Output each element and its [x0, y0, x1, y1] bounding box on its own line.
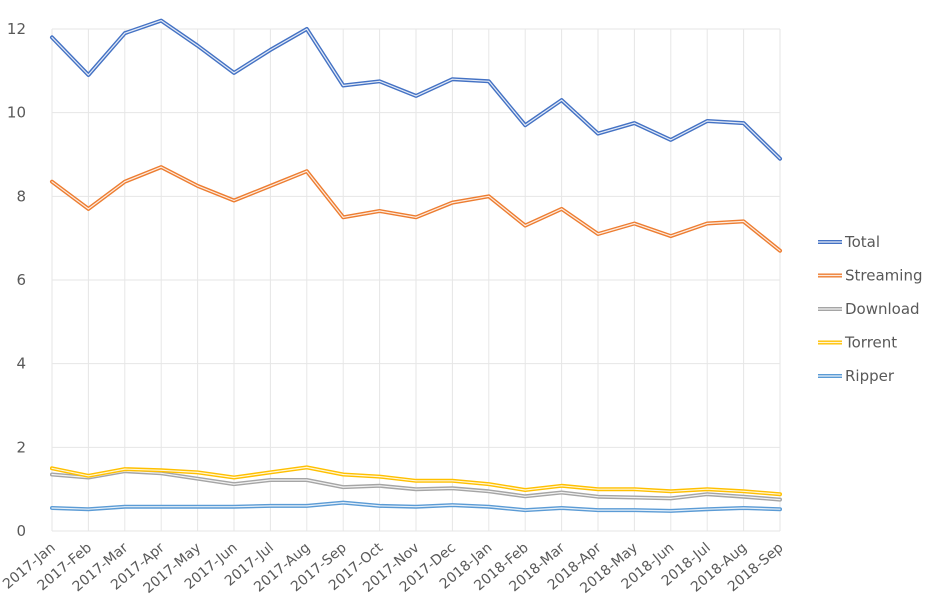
y-tick-label: 12	[7, 20, 26, 38]
series-line-highlight	[51, 466, 781, 495]
y-tick-label: 8	[16, 187, 26, 205]
x-axis-ticks: 2017-Jan2017-Feb2017-Mar2017-Apr2017-May…	[0, 539, 787, 596]
series-line-highlight	[51, 502, 781, 512]
series-streaming	[50, 165, 782, 253]
legend-label: Total	[844, 233, 880, 251]
legend-item-ripper: Ripper	[818, 367, 895, 385]
grid	[51, 28, 781, 532]
legend-label: Ripper	[845, 367, 895, 385]
y-tick-label: 10	[7, 104, 26, 122]
series-total	[50, 18, 782, 161]
legend-label: Download	[845, 300, 920, 318]
series-ripper	[50, 500, 782, 513]
legend-label: Torrent	[844, 334, 897, 352]
series-line-highlight	[51, 166, 781, 252]
legend-item-total: Total	[818, 233, 880, 251]
y-tick-label: 0	[16, 522, 26, 540]
series-lines	[50, 18, 782, 513]
legend-item-streaming: Streaming	[818, 267, 922, 285]
legend-label: Streaming	[845, 267, 922, 285]
series-line-highlight	[51, 470, 781, 501]
series-torrent	[50, 465, 782, 497]
y-tick-label: 4	[16, 355, 26, 373]
series-line-highlight	[51, 20, 781, 160]
y-tick-label: 6	[16, 271, 26, 289]
y-tick-label: 2	[16, 438, 26, 456]
legend-item-download: Download	[818, 300, 920, 318]
legend: Total Streaming Download Torrent Ripper	[818, 233, 922, 385]
series-download	[50, 469, 782, 502]
y-axis-ticks: 0 2 4 6 8 10 12	[7, 20, 26, 540]
legend-item-torrent: Torrent	[818, 334, 897, 352]
